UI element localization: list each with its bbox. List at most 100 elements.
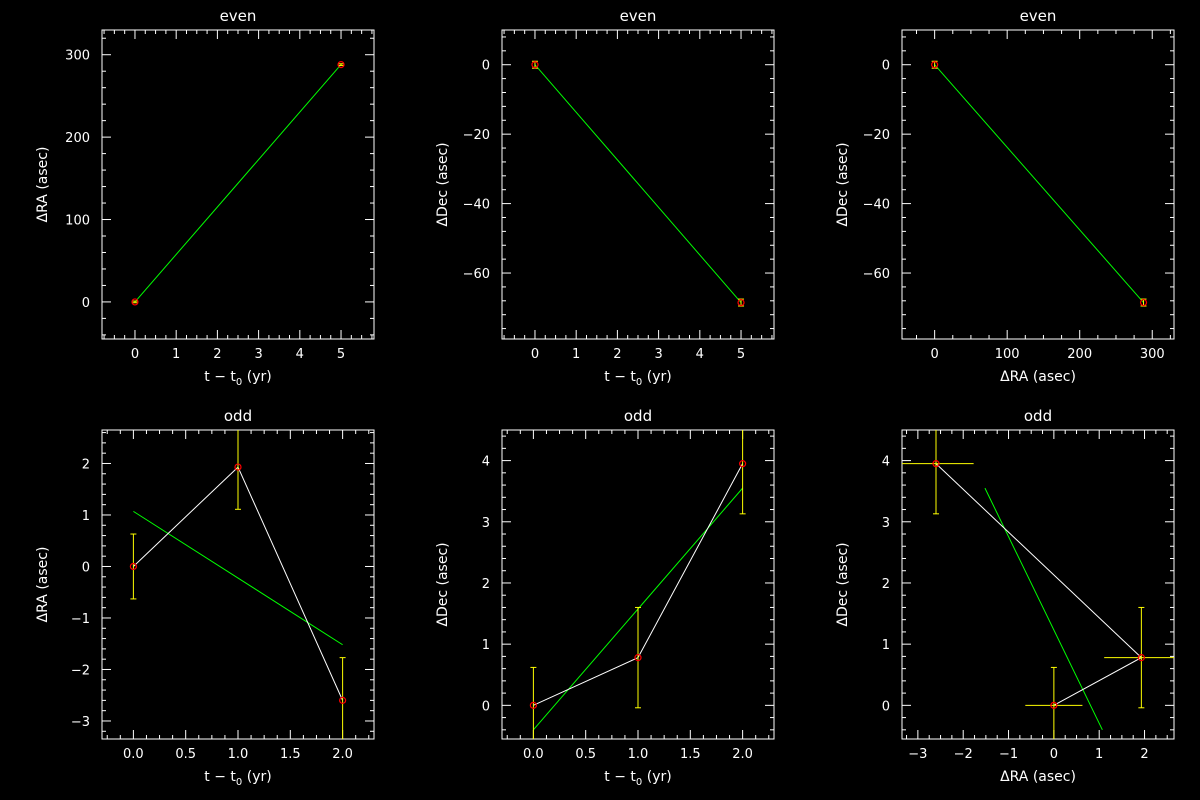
x-tick-label: 200 [1067, 347, 1092, 362]
chart-title: even [1020, 7, 1057, 25]
x-axis-label-rest: (yr) [242, 769, 271, 785]
x-axis-label-main: ΔRA (asec) [1000, 369, 1076, 385]
x-axis-label-main: ΔRA (asec) [1000, 769, 1076, 785]
y-tick-label: 2 [482, 577, 490, 592]
data-point [234, 463, 242, 471]
data-point [737, 298, 745, 307]
x-axis-label-rest: (yr) [242, 369, 271, 385]
chart-title: odd [624, 407, 652, 425]
x-tick-label: 0 [131, 347, 139, 362]
y-tick-label: 3 [882, 516, 890, 531]
y-tick-label: 1 [82, 509, 90, 524]
data-point [931, 61, 939, 69]
y-tick-label: 0 [482, 699, 490, 714]
x-tick-label: 1.0 [228, 747, 249, 762]
x-tick-label: −1 [999, 747, 1018, 762]
chart-title: odd [224, 407, 252, 425]
x-tick-label: −3 [908, 747, 927, 762]
x-tick-label: 3 [654, 347, 662, 362]
x-tick-label: 0.0 [123, 747, 144, 762]
x-axis-label-subscript: 0 [636, 377, 642, 388]
y-tick-label: 1 [882, 638, 890, 653]
data-line [935, 463, 1143, 706]
y-tick-label: 0 [882, 59, 890, 74]
plot-frame [501, 29, 775, 340]
x-tick-label: 1.5 [280, 747, 301, 762]
data-point [1050, 701, 1058, 709]
y-tick-label: 0 [482, 59, 490, 74]
x-tick-label: 2 [1140, 747, 1148, 762]
y-tick-label: 1 [482, 638, 490, 653]
fit-line [534, 64, 742, 303]
plot-frame [901, 429, 1175, 740]
x-tick-label: 3 [254, 347, 262, 362]
y-tick-label: 200 [65, 131, 90, 146]
data-point [529, 701, 537, 709]
x-tick-label: 4 [696, 347, 704, 362]
y-tick-label: −20 [863, 128, 890, 143]
x-tick-label: 1.5 [680, 747, 701, 762]
y-tick-label: 300 [65, 49, 90, 64]
data-point [739, 460, 747, 468]
y-tick-label: −2 [71, 663, 90, 678]
data-point [1137, 654, 1145, 662]
x-tick-label: 1 [572, 347, 580, 362]
chart-title: even [220, 7, 257, 25]
chart-title: even [620, 7, 657, 25]
data-point [337, 61, 345, 69]
fit-line [984, 487, 1103, 731]
x-tick-label: 1.0 [628, 747, 649, 762]
y-axis-label: ΔRA (asec) [35, 147, 51, 223]
x-axis-label: ΔRA (asec) [1000, 769, 1076, 785]
data-layer [531, 60, 745, 307]
x-axis-label-rest: (yr) [642, 769, 671, 785]
x-tick-label: 1 [172, 347, 180, 362]
data-layer [129, 430, 347, 739]
x-axis-label: ΔRA (asec) [1000, 369, 1076, 385]
y-axis-label: ΔDec (asec) [435, 542, 451, 626]
x-tick-label: 4 [296, 347, 304, 362]
x-tick-label: 0 [930, 347, 938, 362]
fit-line [934, 64, 1144, 303]
data-point [131, 298, 139, 306]
y-tick-label: 0 [82, 296, 90, 311]
y-tick-label: 100 [65, 214, 90, 229]
y-tick-label: −20 [463, 128, 490, 143]
data-point [339, 696, 347, 704]
chart-panel-3: even 0 100 200 300 0 −20 −40 −60 ΔRA (asec) ΔDec (… [835, 7, 1175, 385]
x-tick-label: 0.0 [523, 747, 544, 762]
x-axis-label-main: t − t [204, 769, 236, 785]
y-tick-label: 0 [82, 560, 90, 575]
y-tick-label: −40 [463, 198, 490, 213]
y-axis-label: ΔDec (asec) [435, 142, 451, 226]
x-axis-label-rest: (yr) [642, 369, 671, 385]
y-tick-label: 2 [82, 457, 90, 472]
x-axis-label-main: t − t [604, 369, 636, 385]
x-tick-label: 5 [337, 347, 345, 362]
data-layer [131, 61, 345, 306]
x-tick-label: 1 [1095, 747, 1103, 762]
data-point [634, 654, 642, 662]
x-tick-label: 0.5 [175, 747, 196, 762]
fit-line [133, 510, 343, 646]
x-axis-label-main: t − t [204, 369, 236, 385]
x-axis-label-subscript: 0 [636, 777, 642, 788]
y-tick-label: −1 [71, 612, 90, 627]
y-tick-label: 4 [482, 455, 490, 470]
chart-panel-6: odd −3 −2 −1 0 1 2 0 1 2 3 4 ΔRA (asec) ΔDec (asec) [835, 407, 1175, 785]
y-axis-label: ΔDec (asec) [835, 142, 851, 226]
x-tick-label: 0 [1050, 747, 1058, 762]
plot-frame [901, 29, 1175, 340]
x-axis-label: t − t0 (yr) [204, 369, 271, 388]
y-tick-label: −40 [863, 198, 890, 213]
y-tick-label: −60 [463, 267, 490, 282]
x-axis-label-subscript: 0 [236, 777, 242, 788]
fit-line [134, 64, 342, 303]
x-tick-label: 0.5 [575, 747, 596, 762]
x-tick-label: 2 [613, 347, 621, 362]
x-tick-label: 300 [1140, 347, 1165, 362]
